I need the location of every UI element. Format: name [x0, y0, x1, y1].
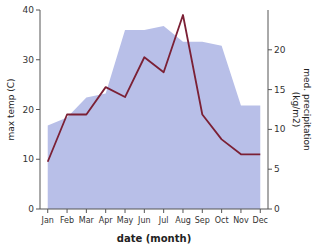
chart: 0 10 20 30 40 0 5 10 15 20 Jan Feb Mar AprMayJun Jul Au…	[0, 0, 318, 247]
x-tick-label: Oct	[215, 216, 229, 225]
x-tick-label: Jun	[137, 216, 151, 225]
y2-tick-label: 0	[274, 204, 280, 214]
x-tick	[67, 209, 68, 213]
y-tick-label: 20	[23, 105, 35, 115]
y2-tick	[268, 49, 272, 50]
x-tick-label: Jul	[158, 216, 169, 225]
y2-axis	[268, 10, 269, 209]
x-tick-label: Feb	[60, 216, 74, 225]
x-tick-label: Aug	[175, 216, 191, 225]
x-tick-label: Sep	[195, 216, 210, 225]
y2-tick-label: 20	[274, 45, 286, 55]
x-tick-label: Nov	[233, 216, 249, 225]
y-tick	[36, 159, 40, 160]
y2-tick-label: 15	[274, 85, 285, 95]
y-tick-label: 0	[28, 204, 34, 214]
x-tick-label: Mar	[79, 216, 95, 225]
x-tick	[144, 209, 145, 213]
y-tick	[36, 59, 40, 60]
x-tick	[221, 209, 222, 213]
x-tick	[240, 209, 241, 213]
x-tick-label: Jan	[41, 216, 54, 225]
y2-tick	[268, 89, 272, 90]
y-tick-label: 30	[23, 55, 35, 65]
y2-tick-label: 10	[274, 124, 286, 134]
plot-area	[48, 15, 261, 209]
x-tick	[260, 209, 261, 213]
x-tick	[182, 209, 183, 213]
x-tick	[105, 209, 106, 213]
y2-tick	[268, 209, 272, 210]
y-tick	[36, 109, 40, 110]
y-tick-label: 40	[23, 5, 35, 15]
x-axis-label: date (month)	[117, 233, 191, 244]
x-tick-label: Dec	[253, 216, 268, 225]
x-tick-label: May	[117, 216, 134, 225]
precipitation-area	[48, 26, 261, 209]
x-tick-label: Apr	[99, 216, 114, 225]
y-axis-label: max temp (C)	[6, 78, 16, 140]
x-tick	[163, 209, 164, 213]
x-tick	[125, 209, 126, 213]
temperature-line	[48, 15, 261, 162]
x-tick	[47, 209, 48, 213]
y-tick	[36, 209, 40, 210]
y-tick	[36, 10, 40, 11]
x-axis	[40, 209, 268, 210]
x-tick	[86, 209, 87, 213]
y2-tick-label: 5	[274, 164, 280, 174]
y2-axis-label: med. precipitation(kg/m2)	[291, 68, 312, 150]
x-tick	[202, 209, 203, 213]
y2-tick	[268, 169, 272, 170]
y2-tick	[268, 129, 272, 130]
y-tick-label: 10	[23, 154, 35, 164]
